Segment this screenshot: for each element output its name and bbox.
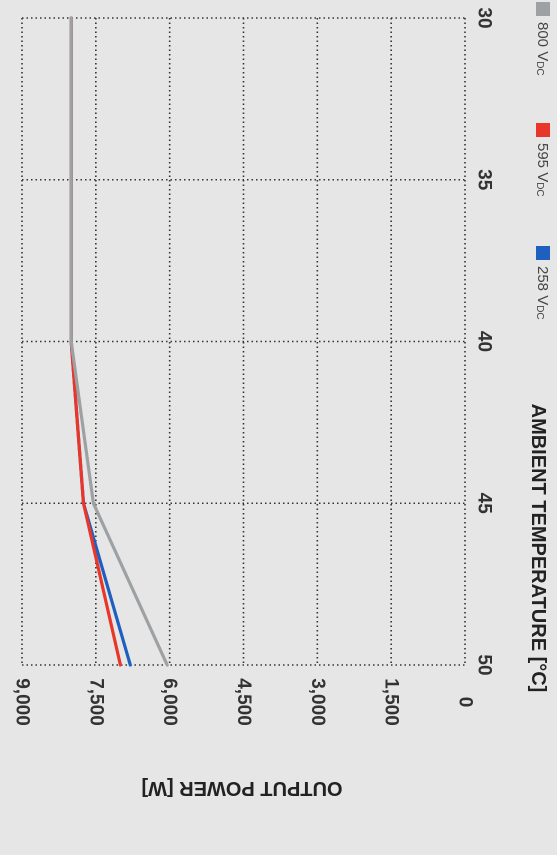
- y-tick-label: 7,500: [85, 678, 106, 726]
- grid: [21, 17, 466, 666]
- y-tick-label: 4,500: [233, 678, 254, 726]
- x-tick-label: 35: [474, 169, 495, 191]
- y-tick-label: 6,000: [159, 678, 180, 726]
- series-line-3: [69, 16, 169, 667]
- tick-labels: 0 1,500 3,000 4,500 6,000 7,500 9,000 30 35 40 45 5…: [12, 7, 495, 725]
- y-tick-label: 9,000: [12, 678, 33, 726]
- legend: 258 VDC 595 VDC 800 VDC: [535, 2, 552, 320]
- x-tick-label: 30: [474, 7, 495, 28]
- y-axis-label: OUTPUT POWER [W]: [141, 777, 342, 799]
- legend-label-3: 800 VDC: [535, 22, 552, 76]
- legend-swatch-2: [536, 123, 550, 137]
- y-tick-label: 3,000: [307, 678, 328, 726]
- series-lines: [69, 16, 169, 667]
- legend-swatch-1: [536, 246, 550, 260]
- x-tick-label: 40: [474, 331, 495, 352]
- x-axis-label: AMBIENT TEMPERATURE [°C]: [527, 404, 549, 693]
- legend-swatch-3: [536, 2, 550, 16]
- y-tick-label: 0: [455, 697, 476, 708]
- legend-label-1: 258 VDC: [535, 266, 552, 320]
- x-tick-label: 45: [474, 493, 495, 515]
- legend-label-2: 595 VDC: [535, 143, 552, 197]
- x-tick-label: 50: [474, 654, 495, 675]
- y-tick-label: 1,500: [381, 678, 402, 726]
